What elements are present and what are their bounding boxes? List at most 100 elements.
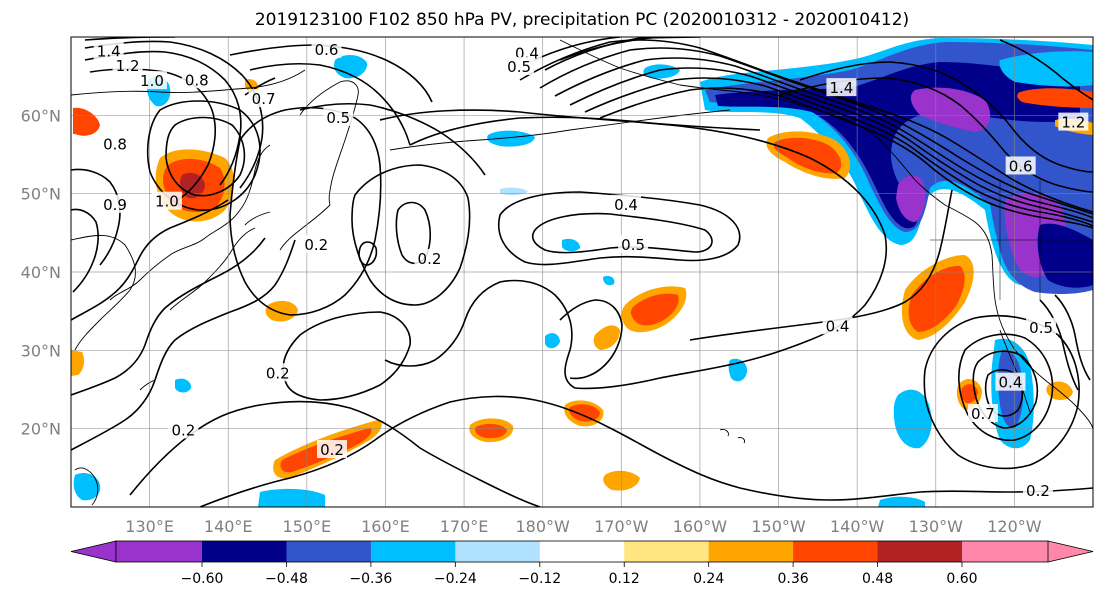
contour-label: 0.5: [1029, 319, 1053, 337]
colorbar-tick-label: −0.48: [265, 571, 308, 587]
longitude-label: 160°E: [361, 517, 410, 536]
contour-label-bg: [967, 404, 998, 422]
latitude-label: 20°N: [21, 420, 61, 439]
positive-anomaly-gulf-red-inner: [773, 137, 842, 174]
pv-contour-0.2-west-2: [71, 237, 266, 396]
contour-label-bg: [1022, 480, 1053, 499]
positive-anomaly-california-inner: [908, 265, 965, 332]
contour-label: 1.2: [1061, 114, 1085, 132]
pv-contour-0.7-upper: [244, 77, 276, 96]
negative-anomaly-east-pacific: [893, 389, 932, 449]
positive-anomaly-ne-edge: [1017, 88, 1093, 108]
contour-label: 0.2: [418, 250, 442, 268]
pv-contour-east-coast-2: [1054, 294, 1091, 381]
contour-label: 1.2: [116, 57, 140, 75]
negative-blob-4: [643, 64, 680, 79]
contour-label-bg: [822, 316, 853, 335]
negative-blob-12: [73, 473, 101, 501]
colorbar-segment: [624, 541, 710, 562]
pv-contour-0.5-upper: [249, 63, 411, 146]
coastline-siberia-north: [71, 69, 306, 96]
pv-contour-0.2-west-main: [71, 239, 296, 451]
positive-anomaly-hawaii-2-inner: [475, 423, 507, 439]
colorbar-tick-label: 0.36: [778, 571, 809, 587]
negative-blob-1: [334, 54, 368, 79]
latitude-labels: 60°N 50°N 40°N 30°N 20°N: [21, 106, 61, 438]
contour-label-bg: [1005, 156, 1036, 175]
longitude-label: 160°W: [673, 517, 728, 536]
contour-label-bg: [311, 39, 342, 58]
contour-label: 0.6: [1009, 157, 1033, 175]
longitude-label: 120°W: [987, 517, 1042, 536]
negative-anomaly-purple-2: [896, 175, 926, 222]
longitude-label: 130°W: [909, 517, 964, 536]
positive-anomaly-mid-pac: [265, 300, 298, 322]
negative-blob-6: [545, 333, 560, 349]
pv-contour-0.2-tiny: [358, 241, 378, 266]
contour-label-bg: [826, 78, 857, 97]
contour-label-bg: [181, 70, 212, 89]
colorbar-tick-label: −0.36: [349, 571, 392, 587]
longitude-label: 180°W: [516, 517, 571, 536]
graticule: [71, 37, 1093, 507]
coastline-hawaii: [719, 429, 745, 444]
pv-contour-0.9-japan-loop: [165, 116, 246, 197]
contour-label-bg: [317, 440, 348, 459]
pv-contours: [71, 37, 1093, 507]
contour-label: 0.4: [826, 317, 850, 335]
pv-contour-subtropic-loop-outer: [958, 333, 1054, 441]
negative-anomaly-ne-corner: [999, 51, 1093, 87]
contour-label-bg: [248, 89, 279, 108]
colorbar-segment: [962, 541, 1049, 562]
contour-label: 1.0: [155, 193, 179, 211]
contour-label-bg: [1058, 112, 1089, 131]
longitude-label: 130°E: [125, 517, 174, 536]
pv-contour-0.4-north: [409, 116, 761, 146]
colorbar-tick-label: 0.12: [609, 571, 640, 587]
state-borders: [930, 180, 1093, 300]
pv-contour-0.4-east: [689, 189, 953, 341]
pv-contour-0.2-central-left: [351, 164, 471, 306]
colorbar-segment: [539, 541, 625, 562]
contour-label: 0.2: [266, 364, 290, 382]
coastline-philippines: [74, 467, 99, 506]
pv-contour-1.2-alaska: [779, 77, 1093, 193]
colorbar-frame: [115, 540, 1049, 563]
colorbar-tick-label: 0.60: [946, 571, 977, 587]
contour-label: 0.9: [103, 196, 127, 214]
colorbar-tick-label: −0.60: [181, 571, 224, 587]
negative-anomaly-purple-1: [910, 87, 991, 132]
negative-blob-3: [487, 130, 535, 147]
pv-contour-south-mid: [559, 299, 623, 380]
latitude-label: 60°N: [21, 106, 61, 125]
contour-label: 0.2: [171, 421, 195, 439]
coastline-japan: [169, 211, 271, 311]
colorbar-segment: [877, 541, 963, 562]
longitude-label: 150°W: [751, 517, 806, 536]
longitude-label: 170°W: [594, 517, 649, 536]
pv-contour-alaska-4: [569, 67, 1093, 223]
contour-label-bg: [414, 248, 445, 267]
pv-contour-labels: 1.41.21.0 0.80.60.70.50.80.9 1.00.20.20.40…: [93, 39, 1089, 500]
contour-label: 1.0: [140, 72, 164, 90]
contour-label: 0.2: [304, 236, 328, 254]
coastline-ryukyu: [139, 379, 156, 391]
colorbar-segment: [793, 541, 879, 562]
colorbar-segment: [455, 541, 541, 562]
contour-label: 0.5: [507, 58, 531, 76]
coastline-british-columbia: [944, 204, 1093, 431]
negative-blob-5: [562, 238, 580, 252]
pv-contour-subtropic-loop-inner: [984, 368, 1024, 417]
pv-contour-0.5-central: [531, 212, 713, 254]
pv-contour-subtropic-big: [923, 315, 1080, 470]
positive-anomaly-sea-of-okhotsk: [73, 107, 100, 136]
longitude-labels: 130°E 140°E 150°E 160°E 170°E 180°W 170°W 160°W…: [125, 517, 1041, 536]
pv-contour-0.2-mid: [282, 311, 411, 401]
contour-label-bg: [136, 71, 167, 90]
contour-label: 0.2: [1026, 482, 1050, 500]
contour-label-bg: [618, 234, 649, 253]
colorbar: −0.60 −0.48 −0.36 −0.24 −0.12 0.12 0.24 0.36 0.4…: [70, 540, 1094, 587]
map-panel[interactable]: 1.41.21.0 0.80.60.70.50.80.9 1.00.20.20.40…: [70, 36, 1094, 508]
pv-contour-0.3-west: [71, 199, 229, 321]
contour-label: 0.7: [252, 90, 276, 108]
